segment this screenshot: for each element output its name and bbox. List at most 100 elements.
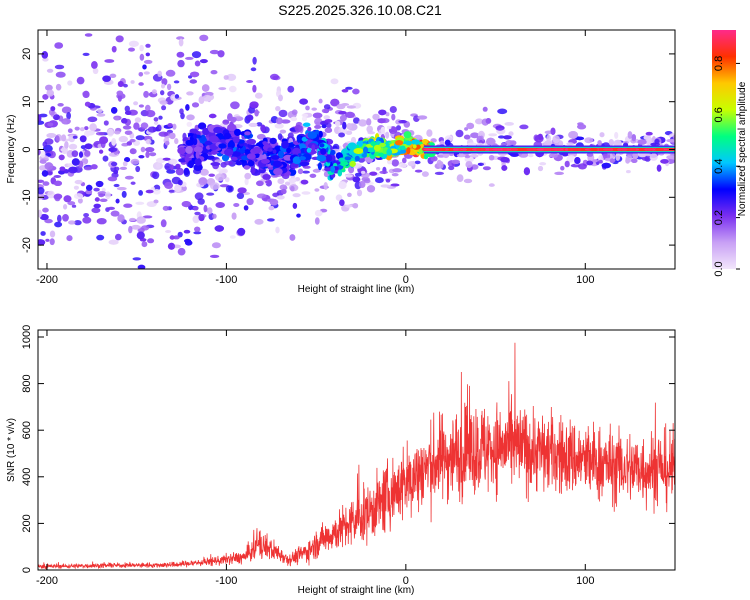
spectrogram-cell (309, 173, 317, 178)
spectrogram-cell (463, 178, 473, 184)
spectrogram-cell (90, 164, 98, 170)
spectrogram-cell (508, 131, 514, 137)
spectrogram-cell (501, 165, 508, 171)
spectrogram-cell (254, 218, 264, 225)
spectrogram-ridge-cell (210, 162, 221, 166)
spectrogram-cell (104, 59, 115, 63)
spectrogram-cell (79, 127, 85, 132)
spectrogram-cell (150, 186, 156, 191)
spectrogram-cell (158, 131, 169, 137)
spectrogram-cell (243, 205, 249, 211)
spectrogram-cell (260, 124, 266, 132)
spectrogram-cell (185, 104, 190, 111)
spectrogram-x-ticks: -200 -100 0 100 (36, 30, 594, 286)
spectrogram-cell (91, 207, 101, 214)
spectrogram-cell (130, 181, 136, 185)
spectrogram-cell (302, 170, 310, 174)
spectrogram-cell (139, 44, 144, 52)
spectrogram-cell (385, 112, 390, 117)
spectrogram-ridge-cell (306, 147, 312, 153)
spectrogram-cell (38, 179, 45, 183)
spectrogram-cell (93, 187, 100, 192)
spectrogram-cell (323, 108, 330, 114)
spectrogram-cell (551, 153, 558, 158)
spectrogram-cell (68, 143, 78, 150)
carrier-peak (568, 148, 576, 151)
spectrogram-cell (174, 184, 182, 193)
spectrogram-cell (641, 156, 650, 161)
spectrogram-cell (139, 53, 145, 61)
spectrogram-cell (215, 202, 225, 208)
spectrogram-ridge-cell (299, 156, 306, 161)
spectrogram-cell (95, 180, 104, 188)
colorbar-tick-label: 0.6 (713, 107, 725, 122)
spectrogram-cell (539, 162, 547, 166)
spectrogram-cell (102, 155, 109, 162)
spectrogram-cell (345, 86, 353, 90)
spectrogram-cell (248, 122, 258, 127)
spectrogram-cell (379, 170, 388, 174)
spectrogram-cell (74, 193, 84, 200)
spectrogram-cell (575, 136, 585, 141)
spectrogram-ridge-cell (335, 152, 343, 160)
carrier-peak (657, 148, 664, 151)
spectrogram-cell (176, 36, 185, 40)
spectrogram-cell (63, 195, 72, 203)
spectrogram-cell (438, 161, 444, 169)
spectrogram-cell (301, 113, 309, 118)
spectrogram-cell (256, 122, 263, 127)
spectrogram-cell (586, 160, 594, 166)
spectrogram-cell (554, 171, 564, 175)
spectrogram-cell (149, 152, 157, 157)
spectrogram-cell (151, 89, 157, 95)
spectrogram-cell (290, 116, 298, 122)
spectrogram-cell (129, 148, 137, 155)
spectrogram-ridge-cell (200, 134, 206, 142)
spectrogram-cell (312, 112, 323, 119)
spectrogram-cell (495, 125, 505, 131)
spectrogram-cell (73, 220, 82, 226)
spectrogram-ridge-cell (412, 144, 417, 149)
spectrogram-cell (505, 140, 515, 146)
spectrogram-cell (430, 156, 438, 162)
spectrogram-cell (488, 183, 495, 187)
snr-y-ticks: 0 200 400 600 800 1000 (21, 325, 675, 573)
spectrogram-cell (87, 116, 98, 123)
spectrogram-cell (135, 135, 145, 141)
spectrogram-cell (218, 87, 227, 91)
spectrogram-ridge-cell (243, 165, 250, 170)
spectrogram-cell (107, 206, 115, 210)
spectrogram-cell (299, 98, 308, 105)
spectrogram-cell (335, 194, 343, 201)
spectrogram-ridge-cell (193, 163, 203, 171)
spectrogram-ridge-cell (316, 154, 327, 162)
spectrogram-cell (202, 94, 213, 102)
spectrogram-cell (96, 218, 107, 225)
spectrogram-cell (63, 204, 68, 210)
spectrogram-cell (344, 174, 353, 178)
spectrogram-cell (119, 166, 128, 170)
spectrogram-cell (107, 176, 118, 182)
spectrogram-cell (172, 235, 180, 240)
spectrogram-cell (111, 46, 117, 53)
spectrogram-cell (330, 98, 340, 107)
snr-y-tick-label: 1000 (21, 325, 33, 349)
spectrogram-ridge-cell (230, 156, 238, 161)
spectrogram-cell (97, 108, 103, 114)
spectrogram-cell (466, 122, 475, 130)
spectrogram-cell (223, 161, 233, 166)
spectrogram-cell (269, 198, 279, 206)
spectrogram-cell (38, 239, 46, 246)
spectrogram-cell (208, 173, 215, 177)
spectrogram-cell (145, 147, 155, 153)
spectrogram-cell (632, 152, 639, 159)
spectrogram-ridge-cell (399, 145, 406, 151)
spectrogram-ridge-cell (363, 146, 369, 154)
carrier-peak (610, 148, 614, 151)
spectrogram-cell (156, 124, 162, 132)
spectrogram-cell (237, 187, 247, 194)
carrier-peak (522, 148, 527, 151)
carrier-peak (646, 148, 654, 151)
spectrogram-cell (39, 159, 47, 164)
spectrogram-cell (194, 60, 201, 67)
